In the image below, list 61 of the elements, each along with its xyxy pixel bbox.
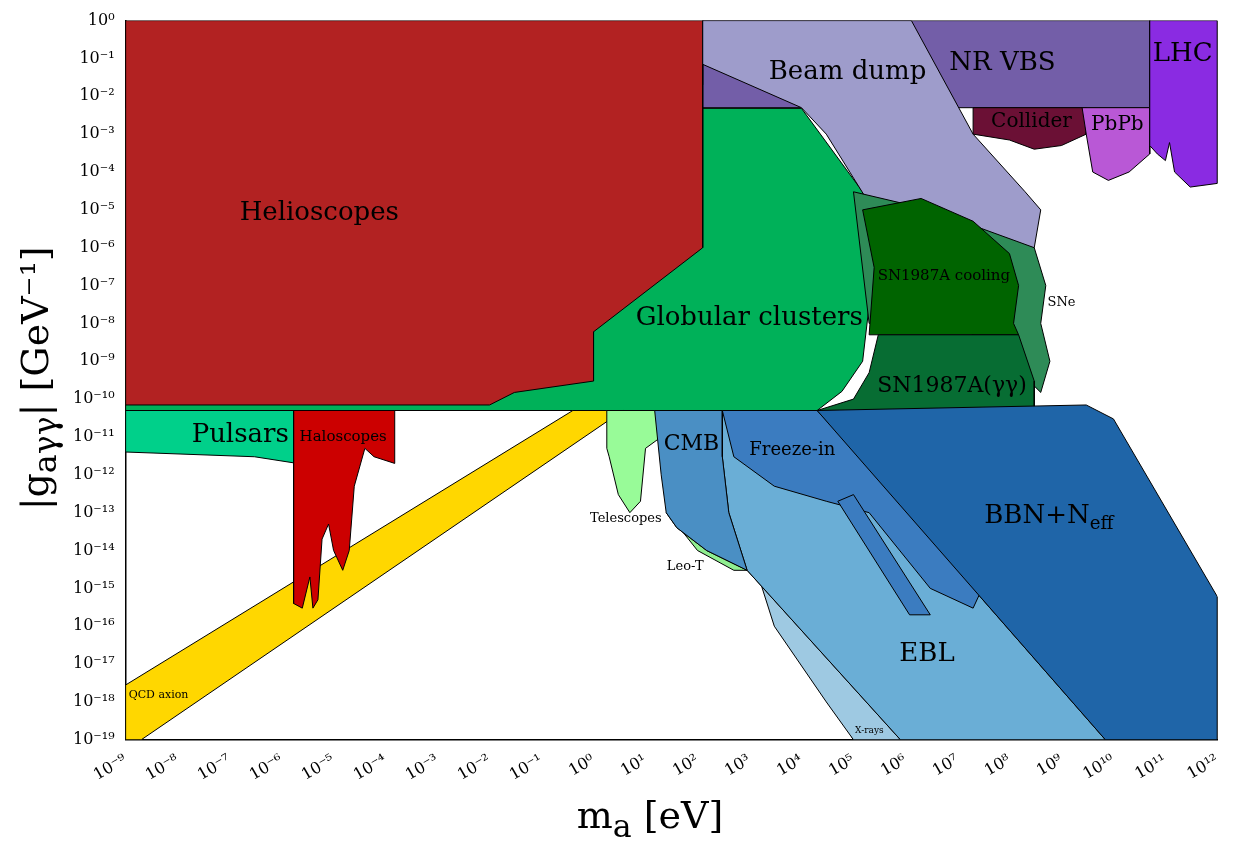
series-label: CMB	[663, 429, 720, 455]
series-label: Freeze-in	[749, 438, 836, 460]
series-label: Pulsars	[191, 417, 289, 448]
series-label: Collider	[991, 108, 1073, 133]
series-label: Telescopes	[589, 509, 662, 525]
series-label: Helioscopes	[239, 195, 399, 226]
y-tick-label: 10⁻¹⁷	[72, 653, 115, 673]
x-tick-label: 10¹¹	[1131, 749, 1170, 783]
y-tick-label: 10⁻¹⁵	[72, 577, 115, 597]
x-tick-label: 10¹²	[1183, 749, 1222, 783]
x-tick-label: 10¹	[616, 749, 650, 780]
y-tick-label: 10⁻²	[79, 85, 115, 105]
x-tick-label: 10⁻⁶	[245, 749, 286, 784]
series-label: NR VBS	[949, 45, 1056, 76]
y-tick-label: 10⁻¹³	[72, 501, 115, 521]
series-label: Beam dump	[768, 54, 927, 85]
series-label: LHC	[1152, 36, 1213, 67]
x-tick-label: 10⁵	[824, 749, 858, 780]
series-label: SN1987A cooling	[877, 265, 1011, 284]
x-tick-label: 10⁻⁸	[141, 749, 182, 784]
x-tick-label: 10⁻³	[401, 749, 442, 784]
x-tick-label: 10⁰	[564, 749, 598, 780]
series-label: Leo-T	[666, 558, 704, 574]
x-tick-label: 10⁻⁷	[193, 749, 234, 784]
y-tick-label: 10⁻¹⁰	[72, 388, 115, 408]
x-tick-label: 10³	[720, 749, 754, 780]
series-label: SNe	[1047, 294, 1076, 310]
series-label: Globular clusters	[635, 301, 863, 332]
series-label: EBL	[899, 636, 955, 667]
series-label: QCD axion	[128, 688, 189, 702]
x-tick-label: 10⁻⁴	[349, 749, 390, 784]
y-tick-label: 10⁻¹¹	[72, 426, 115, 446]
series-label: X-rays	[855, 725, 884, 736]
y-tick-label: 10⁻¹	[79, 47, 115, 67]
x-tick-label: 10⁻²	[453, 749, 494, 784]
y-tick-label: 10⁻⁵	[79, 199, 115, 219]
y-tick-label: 10⁻¹⁸	[72, 691, 115, 711]
y-tick-label: 10⁻⁹	[79, 350, 116, 370]
x-tick-label: 10⁹	[1032, 749, 1067, 780]
series-label: SN1987A(γγ)	[877, 372, 1027, 398]
series-label: Haloscopes	[299, 426, 387, 445]
y-tick-label: 10⁻¹⁶	[72, 615, 115, 635]
y-tick-label: 10⁻¹²	[72, 463, 115, 483]
y-tick-label: 10⁻⁴	[79, 161, 115, 181]
y-tick-label: 10⁻⁷	[79, 274, 115, 294]
x-axis-title: m$_{a}$ [eV]	[575, 793, 725, 844]
y-tick-label: 10⁻¹⁴	[72, 539, 115, 559]
x-tick-label: 10⁻¹	[505, 749, 546, 784]
y-tick-label: 10⁻⁶	[79, 236, 115, 256]
series-label: PbPb	[1091, 111, 1144, 136]
x-tick-label: 10⁴	[772, 749, 806, 780]
y-tick-label: 10⁻⁸	[79, 312, 115, 332]
y-tick-label: 10⁻³	[79, 123, 115, 143]
x-tick-label: 10⁻⁵	[297, 749, 338, 784]
y-tick-label: 10⁻¹⁹	[72, 728, 116, 748]
y-tick-label: 10⁰	[87, 9, 115, 29]
x-tick-label: 10¹⁰	[1079, 749, 1118, 783]
x-tick-label: 10⁸	[980, 749, 1014, 780]
x-tick-label: 10⁶	[876, 749, 910, 780]
x-tick-label: 10²	[668, 749, 702, 780]
x-tick-label: 10⁷	[928, 749, 962, 780]
